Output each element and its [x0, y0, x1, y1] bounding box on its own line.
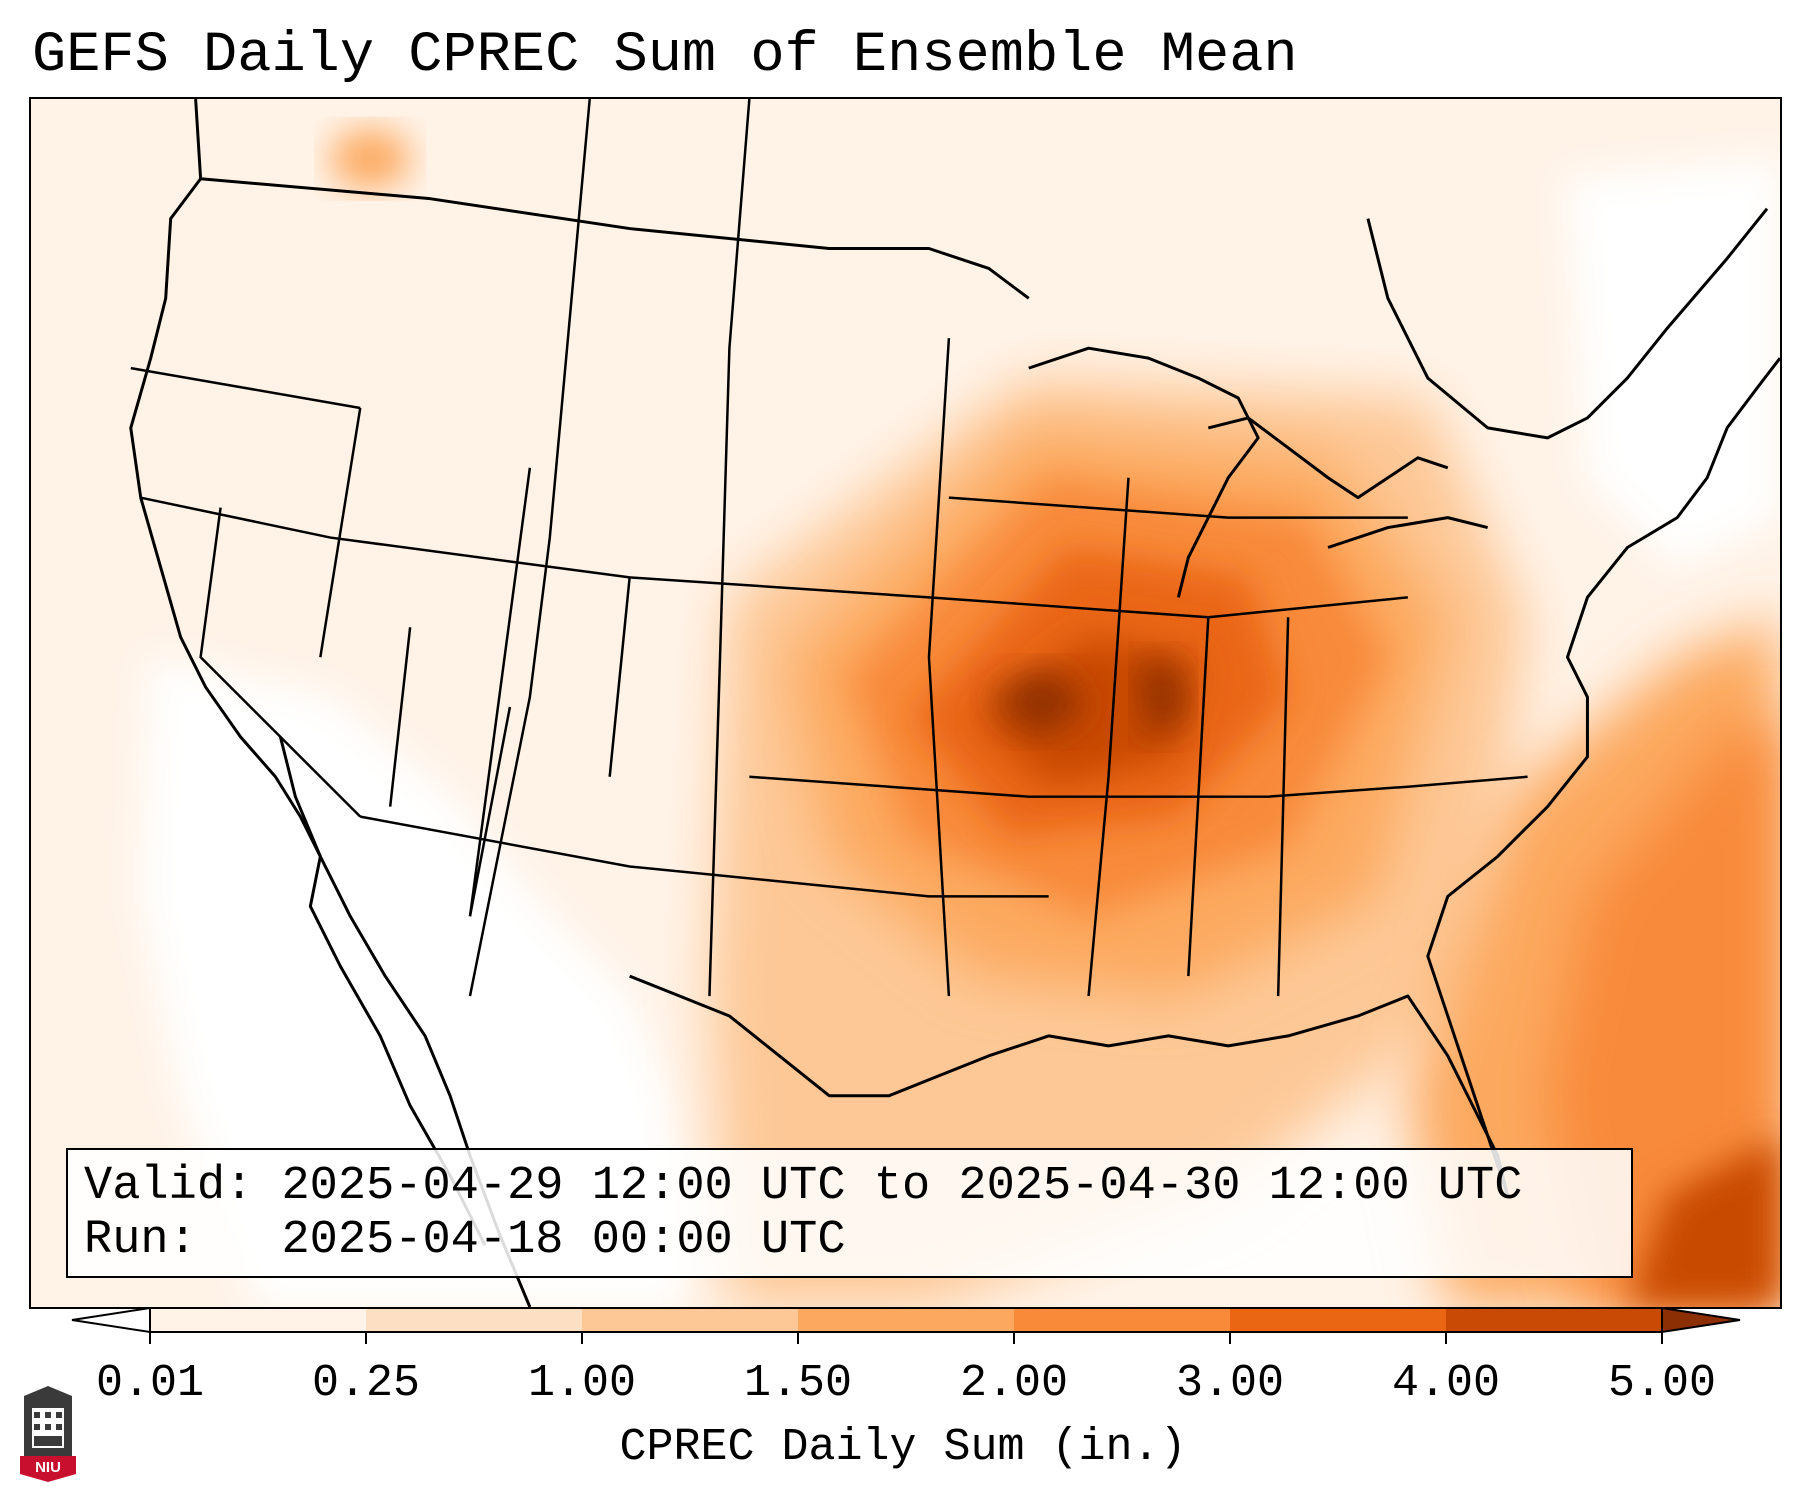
- precip-max-illinois: [1138, 657, 1189, 737]
- colorbar-tick-label: 0.25: [311, 1358, 421, 1409]
- run-label: Run:: [84, 1214, 197, 1267]
- colorbar-segment: [1014, 1308, 1231, 1332]
- atlantic-precip-core: [1627, 1135, 1780, 1307]
- colorbar-segment: [150, 1308, 367, 1332]
- colorbar-tick-label: 3.00: [1175, 1358, 1285, 1409]
- dry-region: [140, 657, 690, 1307]
- niu-logo: NIU: [20, 1386, 76, 1482]
- svg-text:NIU: NIU: [35, 1459, 61, 1476]
- precipitation-map: [29, 97, 1782, 1309]
- colorbar-tick-label: 1.00: [527, 1358, 637, 1409]
- colorbar-tick-label: 1.50: [743, 1358, 853, 1409]
- colorbar-segment: [582, 1308, 799, 1332]
- precip-max-missouri: [988, 667, 1089, 737]
- colorbar-tick-label: 0.01: [95, 1358, 205, 1409]
- map-title: GEFS Daily CPREC Sum of Ensemble Mean: [32, 24, 1298, 88]
- colorbar-segment: [1230, 1308, 1447, 1332]
- validity-info-box: Valid: 2025-04-29 12:00 UTC to 2025-04-3…: [66, 1148, 1633, 1278]
- run-time: 2025-04-18 00:00 UTC: [281, 1214, 846, 1267]
- colorbar: [71, 1308, 1741, 1344]
- colorbar-segment: [1446, 1308, 1663, 1332]
- valid-time-range: 2025-04-29 12:00 UTC to 2025-04-30 12:00…: [281, 1160, 1523, 1213]
- colorbar-tick-label: 5.00: [1607, 1358, 1717, 1409]
- colorbar-outline: [149, 1308, 1663, 1333]
- precip-northwest: [330, 128, 411, 189]
- colorbar-segment: [366, 1308, 583, 1332]
- colorbar-segment: [798, 1308, 1015, 1332]
- colorbar-label: CPREC Daily Sum (in.): [619, 1422, 1187, 1473]
- colorbar-tick-label: 4.00: [1391, 1358, 1501, 1409]
- colorbar-under-extension: [71, 1308, 151, 1334]
- colorbar-tick-label: 2.00: [959, 1358, 1069, 1409]
- colorbar-over-extension: [1661, 1308, 1741, 1334]
- valid-label: Valid:: [84, 1160, 254, 1213]
- map-canvas: [31, 99, 1780, 1307]
- state-borders: [130, 99, 1528, 997]
